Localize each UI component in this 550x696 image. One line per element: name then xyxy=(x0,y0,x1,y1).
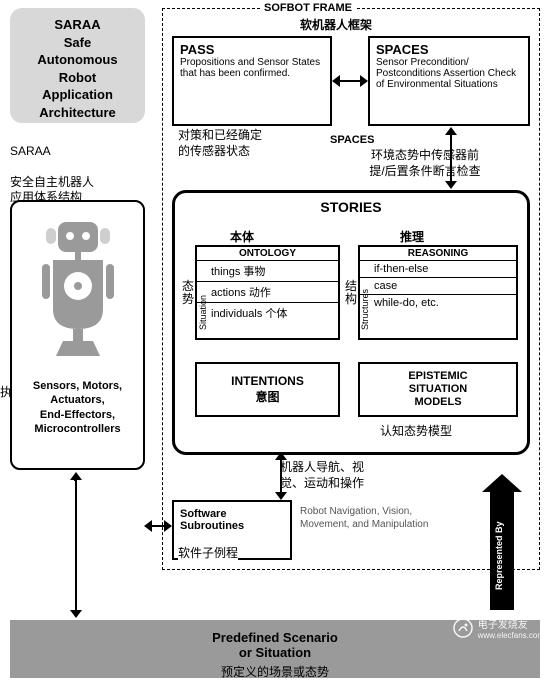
saraa-cn-label: SARAA xyxy=(10,144,51,158)
subroutines-en: Software Subroutines xyxy=(180,508,284,532)
watermark: 电子发烧友 www.elecfans.com xyxy=(452,616,544,640)
pass-title: PASS xyxy=(180,42,324,57)
epistemic-en: EPISTEMIC SITUATION MODELS xyxy=(360,370,516,410)
subroutines-cn: 软件子例程 xyxy=(178,544,238,561)
situation-cn: 态 势 xyxy=(182,280,194,306)
navigation-cn: 机器人导航、视 觉、运动和操作 xyxy=(280,460,480,491)
structures-cn: 结 构 xyxy=(345,280,357,306)
reasoning-row-if: if-then-else xyxy=(360,261,516,278)
reasoning-box: REASONING if-then-else case while-do, et… xyxy=(358,245,518,340)
arrow-pass-spaces xyxy=(340,80,360,82)
reasoning-row-case: case xyxy=(360,278,516,295)
robot-box: Sensors, Motors, Actuators, End-Effector… xyxy=(10,200,145,470)
ontology-row-individuals: individuals 个体 xyxy=(197,303,338,323)
reasoning-row-while: while-do, etc. xyxy=(360,295,516,311)
sofbot-title: SOFBOT FRAME xyxy=(260,2,356,14)
intentions-box: INTENTIONS 意图 xyxy=(195,362,340,417)
reasoning-cn: 推理 xyxy=(400,228,424,245)
predefined-cn: 预定义的场景或态势 xyxy=(10,663,540,680)
spaces-box: SPACES Sensor Precondition/ Postconditio… xyxy=(368,36,530,126)
ontology-title: ONTOLOGY xyxy=(197,247,338,261)
ontology-box: ONTOLOGY things 事物 actions 动作 individual… xyxy=(195,245,340,340)
watermark-icon xyxy=(452,617,474,639)
saraa-title-box: SARAA Safe Autonomous Robot Application … xyxy=(10,8,145,123)
sofbot-cn: 软机器人框架 xyxy=(300,16,372,33)
arrow-spaces-stories xyxy=(450,135,452,181)
watermark-url: www.elecfans.com xyxy=(478,631,544,640)
robot-icon xyxy=(28,214,128,364)
pass-box: PASS Propositions and Sensor States that… xyxy=(172,36,332,126)
arrow-robot-predefined xyxy=(75,480,77,610)
represented-by-label: Represented By xyxy=(494,521,504,590)
subroutines-desc: Robot Navigation, Vision, Movement, and … xyxy=(300,505,440,531)
watermark-name: 电子发烧友 xyxy=(478,616,544,631)
stories-title: STORIES xyxy=(181,199,521,215)
ontology-row-actions: actions 动作 xyxy=(197,282,338,303)
intentions-cn: 意图 xyxy=(197,388,338,405)
spaces-desc: Sensor Precondition/ Postconditions Asse… xyxy=(376,57,522,90)
reasoning-title: REASONING xyxy=(360,247,516,261)
epistemic-cn: 认知态势模型 xyxy=(380,422,452,439)
intentions-en: INTENTIONS xyxy=(197,374,338,388)
spaces-cn: 环境态势中传感器前 提/后置条件断言检查 xyxy=(320,148,530,179)
pass-desc: Propositions and Sensor States that has … xyxy=(180,57,324,79)
saraa-title: SARAA Safe Autonomous Robot Application … xyxy=(14,16,141,121)
saraa-cn-box: SARAA 安全自主机器人 应用体系结构 xyxy=(10,128,145,206)
epistemic-box: EPISTEMIC SITUATION MODELS xyxy=(358,362,518,417)
ontology-row-things: things 事物 xyxy=(197,261,338,282)
pass-cn: 对策和已经确定 的传感器状态 xyxy=(178,128,328,159)
robot-sensors-label: Sensors, Motors, Actuators, End-Effector… xyxy=(16,379,139,436)
spaces-mid-label: SPACES xyxy=(330,134,374,146)
arrow-connector xyxy=(74,475,76,481)
arrow-stories-sub xyxy=(280,460,282,492)
spaces-title: SPACES xyxy=(376,42,522,57)
ontology-cn: 本体 xyxy=(230,228,254,245)
arrow-robot-sub xyxy=(152,525,164,527)
